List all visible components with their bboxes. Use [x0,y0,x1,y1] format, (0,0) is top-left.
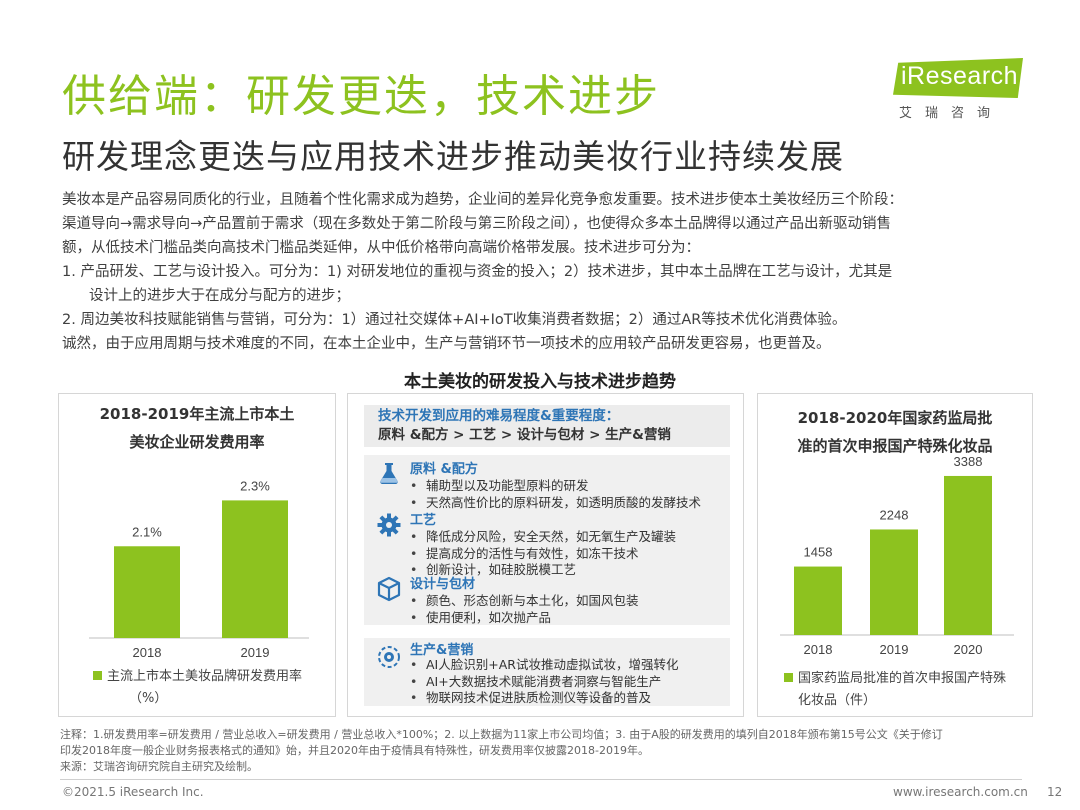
difficulty-order: 原料 &配方 > 工艺 > 设计与包材 > 生产&营销 [378,427,671,443]
list-item: AI+大数据技术赋能消费者洞察与智能生产 [410,674,678,691]
category-items: 辅助型以及功能型原料的研发 天然高性价比的原料研发，如透明质酸的发酵技术 [410,478,701,511]
legend-line: 主流上市本土美妆品牌研发费用率 [93,666,302,688]
legend-swatch [93,671,102,680]
footnote: 注释：1.研发费用率=研发费用 / 营业总收入=研发费用 / 营业总收入*100… [60,727,1030,775]
logo-badge [893,58,1023,98]
chart-legend: 国家药监局批准的首次申报国产特殊 化妆品（件） [784,668,1006,712]
legend-swatch [784,673,793,682]
logo-chinese-name: 艾瑞咨询 [899,106,1004,121]
list-item: 提高成分的活性与有效性，如冻干技术 [410,546,676,563]
legend-unit: （%） [129,691,168,706]
category-title: 原料 &配方 [410,462,478,477]
body-line: 2. 周边美妆科技赋能销售与营销，可分为：1）通过社交媒体+AI+IoT收集消费… [62,312,847,328]
legend-line: 化妆品（件） [784,690,1006,712]
chart-legend: 主流上市本土美妆品牌研发费用率 （%） [93,666,302,710]
bar-2018 [114,546,180,638]
chart-title-line: 2018-2019年主流上市本土 [99,405,295,423]
chart-title-line: 2018-2020年国家药监局批 [797,409,993,427]
iresearch-logo: iResearch 艾瑞咨询 [893,58,1028,121]
footer-url: www.iresearch.com.cn [893,785,1028,799]
body-line: 1. 产品研发、工艺与设计投入。可分为：1) 对研发地位的重视与资金的投入；2）… [62,264,893,280]
legend-line: 国家药监局批准的首次申报国产特殊 [784,668,1006,690]
body-line: 诚然，由于应用周期与技术难度的不同，在本土企业中，生产与营销环节一项技术的应用较… [62,336,831,352]
category-title: 设计与包材 [410,577,476,592]
footer-copyright: ©2021.5 iResearch Inc. [62,785,204,799]
footnote-line: 注释：1.研发费用率=研发费用 / 营业总收入=研发费用 / 营业总收入*100… [60,728,943,741]
special-cosmetics-bar-chart: 1458 2018 2248 2019 3388 2020 [780,454,1014,657]
data-label: 2248 [880,507,909,522]
flask-icon [380,463,398,485]
legend-line: （%） [93,688,302,710]
rd-rate-bar-chart: 2.1% 2018 2.3% 2019 [89,478,309,660]
list-item: 颜色、形态创新与本土化，如国风包装 [410,593,639,610]
footnote-line: 印发2018年度一般企业财务报表格式的通知》始，并且2020年由于疫情具有特殊性… [60,744,649,757]
legend-label: 国家药监局批准的首次申报国产特殊 [798,671,1007,686]
gear-icon [377,513,401,537]
section-title: 本土美妆的研发投入与技术进步趋势 [404,372,676,392]
difficulty-heading: 技术开发到应用的难易程度&重要程度： [378,408,620,424]
logo-wordmark: iResearch [901,62,1019,90]
data-label: 2.3% [240,478,270,493]
legend-unit: 化妆品（件） [798,693,877,708]
x-tick-label: 2019 [241,645,270,660]
data-label: 1458 [804,545,833,560]
body-line: 美妆本是产品容易同质化的行业，且随着个性化需求成为趋势，企业间的差异化竞争愈发重… [62,192,903,208]
tech-categories-block: 原料 &配方 辅助型以及功能型原料的研发 天然高性价比的原料研发，如透明质酸的发… [364,455,730,625]
bar-2018 [794,566,842,635]
tech-progress-panel: 技术开发到应用的难易程度&重要程度： 原料 &配方 > 工艺 > 设计与包材 >… [347,393,744,717]
x-tick-label: 2020 [954,642,983,657]
list-item: 创新设计，如硅胶脱模工艺 [410,562,676,579]
settings-cycle-icon [378,646,400,668]
category-items: 降低成分风险，安全天然，如无氧生产及罐装 提高成分的活性与有效性，如冻干技术 创… [410,529,676,579]
body-line: 额，从低技术门槛品类向高技术门槛品类延伸，从中低价格带向高端价格带发展。技术进步… [62,240,700,256]
page-title: 供给端：研发更迭，技术进步 [62,71,660,122]
special-cosmetics-chart-panel: 2018-2020年国家药监局批 准的首次申报国产特殊化妆品 1458 2018 2… [757,393,1033,717]
page-subtitle: 研发理念更迭与应用技术进步推动美妆行业持续发展 [62,137,844,176]
category-items: AI人脸识别+AR试妆推动虚拟试妆，增强转化 AI+大数据技术赋能消费者洞察与智… [410,657,678,707]
list-item: AI人脸识别+AR试妆推动虚拟试妆，增强转化 [410,657,678,674]
list-item: 辅助型以及功能型原料的研发 [410,478,701,495]
list-item: 使用便利，如次抛产品 [410,610,639,627]
data-label: 2.1% [132,524,162,539]
box-icon [377,576,401,602]
body-paragraph: 美妆本是产品容易同质化的行业，且随着个性化需求成为趋势，企业间的差异化竞争愈发重… [62,188,1024,356]
chart-title-line: 准的首次申报国产特殊化妆品 [797,437,993,455]
body-line: 渠道导向→需求导向→产品置前于需求（现在多数处于第二阶段与第三阶段之间），也使得… [62,216,892,232]
x-tick-label: 2019 [880,642,909,657]
footer-divider [60,779,1022,780]
rd-rate-chart-panel: 2018-2019年主流上市本土 美妆企业研发费用率 2.1% 2018 2.3% 2… [58,393,336,717]
x-tick-label: 2018 [133,645,162,660]
category-items: 颜色、形态创新与本土化，如国风包装 使用便利，如次抛产品 [410,593,639,626]
production-marketing-block: 生产&营销 AI人脸识别+AR试妆推动虚拟试妆，增强转化 AI+大数据技术赋能消… [364,638,730,706]
bar-2020 [944,475,992,635]
chart-title-line: 美妆企业研发费用率 [129,433,265,451]
bar-2019 [222,500,288,638]
x-tick-label: 2018 [804,642,833,657]
category-title: 工艺 [410,513,437,528]
list-item: 天然高性价比的原料研发，如透明质酸的发酵技术 [410,495,701,512]
source-line: 来源：艾瑞咨询研究院自主研究及绘制。 [60,760,258,773]
category-title: 生产&营销 [410,643,474,658]
data-label: 3388 [954,454,983,469]
bar-2019 [870,529,918,635]
difficulty-header: 技术开发到应用的难易程度&重要程度： 原料 &配方 > 工艺 > 设计与包材 >… [364,405,730,447]
body-line: 设计上的进步大于在成分与配方的进步； [89,288,350,304]
list-item: 降低成分风险，安全天然，如无氧生产及罐装 [410,529,676,546]
list-item: 物联网技术促进肤质检测仪等设备的普及 [410,690,678,707]
legend-label: 主流上市本土美妆品牌研发费用率 [107,669,303,684]
page-number: 12 [1047,785,1063,799]
